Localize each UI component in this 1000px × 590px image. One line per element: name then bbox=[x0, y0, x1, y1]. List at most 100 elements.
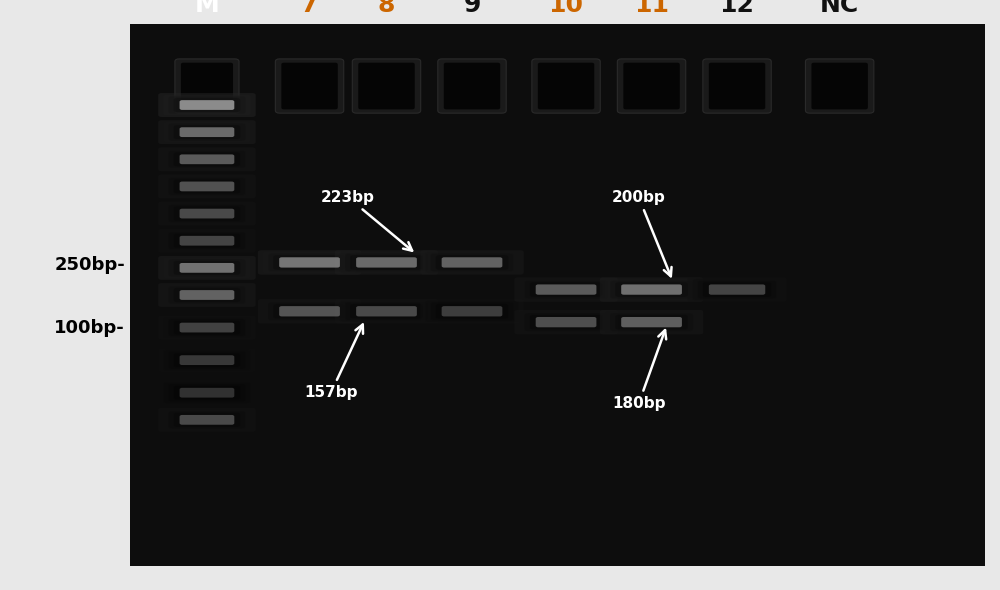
FancyBboxPatch shape bbox=[268, 302, 351, 320]
FancyBboxPatch shape bbox=[175, 59, 239, 113]
FancyBboxPatch shape bbox=[163, 350, 251, 371]
FancyBboxPatch shape bbox=[431, 302, 513, 320]
FancyBboxPatch shape bbox=[345, 254, 428, 271]
FancyBboxPatch shape bbox=[335, 299, 438, 323]
FancyBboxPatch shape bbox=[163, 149, 251, 169]
FancyBboxPatch shape bbox=[340, 301, 433, 322]
FancyBboxPatch shape bbox=[268, 254, 351, 271]
FancyBboxPatch shape bbox=[436, 255, 508, 270]
Text: 12: 12 bbox=[720, 0, 754, 17]
FancyBboxPatch shape bbox=[168, 205, 245, 222]
FancyBboxPatch shape bbox=[698, 281, 776, 299]
FancyBboxPatch shape bbox=[163, 204, 251, 224]
FancyBboxPatch shape bbox=[538, 63, 594, 109]
FancyBboxPatch shape bbox=[605, 279, 698, 300]
FancyBboxPatch shape bbox=[158, 93, 256, 117]
FancyBboxPatch shape bbox=[158, 348, 256, 372]
FancyBboxPatch shape bbox=[174, 179, 240, 194]
FancyBboxPatch shape bbox=[168, 232, 245, 250]
Text: M: M bbox=[195, 0, 219, 17]
FancyBboxPatch shape bbox=[532, 59, 600, 113]
FancyBboxPatch shape bbox=[168, 150, 245, 168]
FancyBboxPatch shape bbox=[519, 312, 613, 333]
FancyBboxPatch shape bbox=[158, 256, 256, 280]
FancyBboxPatch shape bbox=[431, 254, 513, 271]
FancyBboxPatch shape bbox=[180, 155, 234, 164]
Text: 10: 10 bbox=[549, 0, 584, 17]
Text: 7: 7 bbox=[301, 0, 318, 17]
FancyBboxPatch shape bbox=[519, 279, 613, 300]
FancyBboxPatch shape bbox=[180, 263, 234, 273]
FancyBboxPatch shape bbox=[168, 384, 245, 401]
FancyBboxPatch shape bbox=[420, 299, 524, 323]
FancyBboxPatch shape bbox=[163, 95, 251, 115]
FancyBboxPatch shape bbox=[158, 202, 256, 225]
FancyBboxPatch shape bbox=[168, 286, 245, 304]
FancyBboxPatch shape bbox=[623, 63, 680, 109]
FancyBboxPatch shape bbox=[621, 284, 682, 295]
FancyBboxPatch shape bbox=[709, 63, 765, 109]
FancyBboxPatch shape bbox=[180, 127, 234, 137]
FancyBboxPatch shape bbox=[174, 98, 240, 112]
FancyBboxPatch shape bbox=[536, 284, 596, 295]
FancyBboxPatch shape bbox=[163, 409, 251, 430]
FancyBboxPatch shape bbox=[258, 299, 361, 323]
FancyBboxPatch shape bbox=[275, 59, 344, 113]
FancyBboxPatch shape bbox=[168, 259, 245, 277]
FancyBboxPatch shape bbox=[805, 59, 874, 113]
FancyBboxPatch shape bbox=[358, 63, 415, 109]
FancyBboxPatch shape bbox=[168, 319, 245, 336]
FancyBboxPatch shape bbox=[350, 255, 423, 270]
FancyBboxPatch shape bbox=[536, 317, 596, 327]
Text: 9: 9 bbox=[463, 0, 481, 17]
FancyBboxPatch shape bbox=[279, 257, 340, 268]
FancyBboxPatch shape bbox=[356, 257, 417, 268]
FancyBboxPatch shape bbox=[180, 355, 234, 365]
FancyBboxPatch shape bbox=[180, 182, 234, 191]
FancyBboxPatch shape bbox=[158, 316, 256, 339]
FancyBboxPatch shape bbox=[180, 100, 234, 110]
FancyBboxPatch shape bbox=[438, 59, 506, 113]
FancyBboxPatch shape bbox=[174, 353, 240, 367]
FancyBboxPatch shape bbox=[158, 120, 256, 144]
FancyBboxPatch shape bbox=[263, 252, 356, 273]
FancyBboxPatch shape bbox=[168, 352, 245, 369]
FancyBboxPatch shape bbox=[180, 388, 234, 398]
FancyBboxPatch shape bbox=[525, 313, 608, 331]
FancyBboxPatch shape bbox=[709, 284, 765, 295]
FancyBboxPatch shape bbox=[163, 258, 251, 278]
FancyBboxPatch shape bbox=[174, 206, 240, 221]
FancyBboxPatch shape bbox=[530, 282, 602, 297]
FancyBboxPatch shape bbox=[174, 386, 240, 400]
FancyBboxPatch shape bbox=[340, 252, 433, 273]
FancyBboxPatch shape bbox=[163, 231, 251, 251]
FancyBboxPatch shape bbox=[514, 310, 618, 335]
Text: 223bp: 223bp bbox=[321, 190, 412, 251]
FancyBboxPatch shape bbox=[279, 306, 340, 316]
FancyBboxPatch shape bbox=[703, 282, 771, 297]
FancyBboxPatch shape bbox=[693, 279, 782, 300]
FancyBboxPatch shape bbox=[158, 229, 256, 253]
FancyBboxPatch shape bbox=[263, 301, 356, 322]
FancyBboxPatch shape bbox=[163, 285, 251, 305]
FancyBboxPatch shape bbox=[174, 413, 240, 427]
FancyBboxPatch shape bbox=[258, 250, 361, 274]
FancyBboxPatch shape bbox=[425, 301, 519, 322]
FancyBboxPatch shape bbox=[174, 288, 240, 302]
FancyBboxPatch shape bbox=[600, 277, 703, 301]
FancyBboxPatch shape bbox=[163, 176, 251, 196]
FancyBboxPatch shape bbox=[615, 282, 688, 297]
FancyBboxPatch shape bbox=[514, 277, 618, 301]
FancyBboxPatch shape bbox=[181, 63, 233, 109]
FancyBboxPatch shape bbox=[180, 323, 234, 332]
FancyBboxPatch shape bbox=[703, 59, 771, 113]
Text: 100bp-: 100bp- bbox=[54, 319, 125, 336]
Text: 250bp-: 250bp- bbox=[54, 256, 125, 274]
FancyBboxPatch shape bbox=[168, 96, 245, 114]
FancyBboxPatch shape bbox=[687, 277, 787, 301]
FancyBboxPatch shape bbox=[335, 250, 438, 274]
FancyBboxPatch shape bbox=[444, 63, 500, 109]
Text: 180bp: 180bp bbox=[612, 330, 666, 411]
FancyBboxPatch shape bbox=[530, 315, 602, 329]
FancyBboxPatch shape bbox=[174, 152, 240, 166]
